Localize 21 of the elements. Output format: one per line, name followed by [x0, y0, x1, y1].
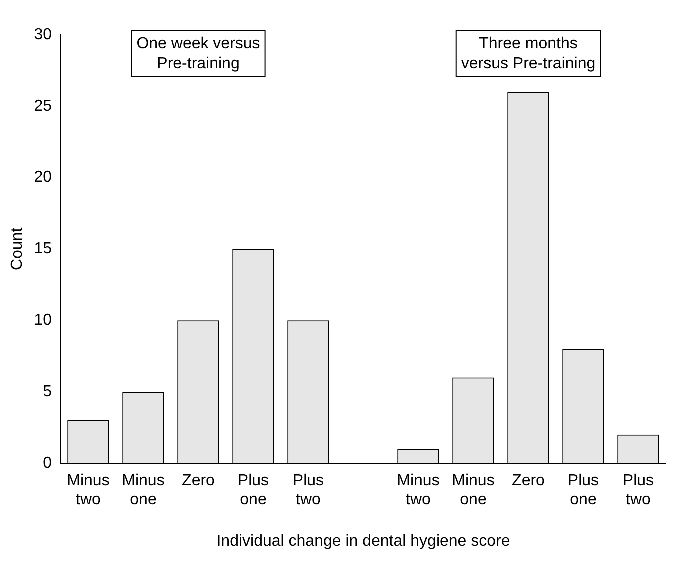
y-tick-label: 0: [43, 454, 52, 472]
x-tick-label: Minus two: [397, 472, 440, 509]
x-tick-label: Plus one: [238, 472, 270, 509]
annotation: Three months versus Pre-training: [461, 35, 596, 72]
x-tick-label: Plus two: [292, 472, 324, 509]
x-tick-label: Minus two: [67, 472, 110, 509]
x-tick-label: Minus one: [452, 472, 495, 509]
x-axis-title: Individual change in dental hygiene score: [216, 532, 510, 550]
x-tick-label: Zero: [182, 472, 216, 490]
x-tick-label: Plus one: [568, 472, 600, 509]
y-tick-label: 15: [34, 240, 52, 258]
y-tick-label: 25: [34, 98, 52, 115]
annotation: One week versus Pre-training: [136, 35, 260, 72]
x-tick-label: Plus two: [622, 472, 654, 509]
y-tick-label: 10: [34, 312, 52, 330]
x-tick-label: Minus one: [122, 472, 165, 509]
y-tick-label: 5: [43, 383, 52, 400]
y-axis-title: Count: [9, 227, 26, 271]
x-tick-label: Zero: [512, 472, 546, 490]
y-tick-label: 20: [34, 169, 52, 186]
y-tick-label: 30: [34, 26, 52, 44]
